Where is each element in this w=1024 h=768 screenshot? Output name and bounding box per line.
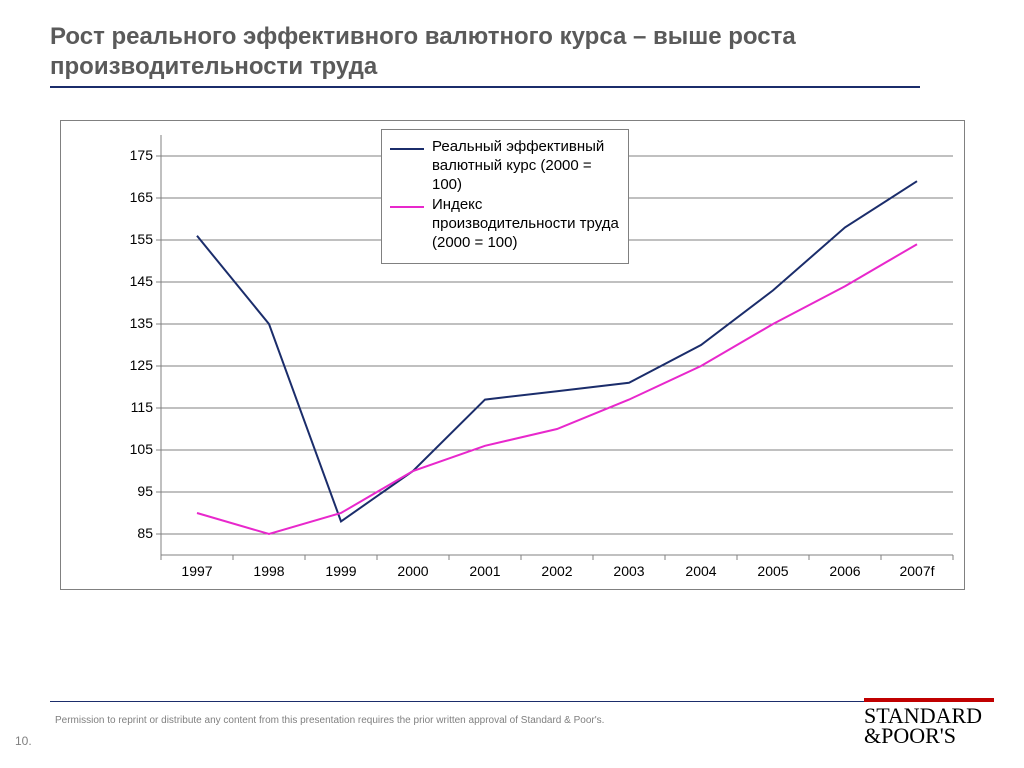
chart-legend: Реальный эффективный валютный курс (2000…	[381, 129, 629, 264]
y-tick-label: 85	[113, 525, 153, 541]
y-tick-label: 125	[113, 357, 153, 373]
y-tick-label: 175	[113, 147, 153, 163]
legend-label: Индекс производительности труда (2000 = …	[432, 196, 620, 252]
x-tick-label: 2003	[593, 563, 665, 579]
y-tick-label: 115	[113, 399, 153, 415]
x-tick-label: 2000	[377, 563, 449, 579]
line-chart: Реальный эффективный валютный курс (2000…	[60, 120, 965, 590]
legend-item: Индекс производительности труда (2000 = …	[390, 196, 620, 252]
legend-swatch	[390, 148, 424, 150]
x-tick-label: 1997	[161, 563, 233, 579]
footer-rule	[50, 701, 920, 702]
slide-title: Рост реального эффективного валютного ку…	[50, 22, 920, 88]
y-tick-label: 135	[113, 315, 153, 331]
standard-and-poors-logo: STANDARD &POOR'S	[864, 698, 994, 746]
x-tick-label: 2005	[737, 563, 809, 579]
permission-text: Permission to reprint or distribute any …	[55, 715, 604, 726]
x-tick-label: 2002	[521, 563, 593, 579]
legend-label: Реальный эффективный валютный курс (2000…	[432, 138, 620, 194]
x-tick-label: 2001	[449, 563, 521, 579]
page-number: 10.	[15, 734, 32, 748]
x-tick-label: 2006	[809, 563, 881, 579]
x-tick-label: 1999	[305, 563, 377, 579]
logo-rule	[864, 698, 994, 702]
legend-swatch	[390, 206, 424, 208]
y-tick-label: 155	[113, 231, 153, 247]
y-tick-label: 105	[113, 441, 153, 457]
x-tick-label: 2004	[665, 563, 737, 579]
x-tick-label: 2007f	[881, 563, 953, 579]
y-tick-label: 95	[113, 483, 153, 499]
legend-item: Реальный эффективный валютный курс (2000…	[390, 138, 620, 194]
x-tick-label: 1998	[233, 563, 305, 579]
y-tick-label: 145	[113, 273, 153, 289]
y-tick-label: 165	[113, 189, 153, 205]
logo-line2: &POOR'S	[864, 726, 994, 746]
